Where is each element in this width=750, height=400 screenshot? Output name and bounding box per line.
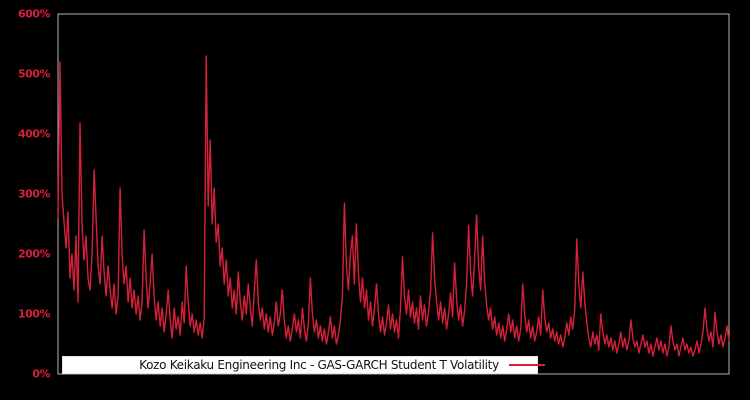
legend-line-swatch [508, 364, 545, 366]
legend-label: Kozo Keikaku Engineering Inc - GAS-GARCH… [139, 358, 499, 372]
legend: Kozo Keikaku Engineering Inc - GAS-GARCH… [62, 356, 545, 374]
volatility-series-line [57, 55, 730, 357]
